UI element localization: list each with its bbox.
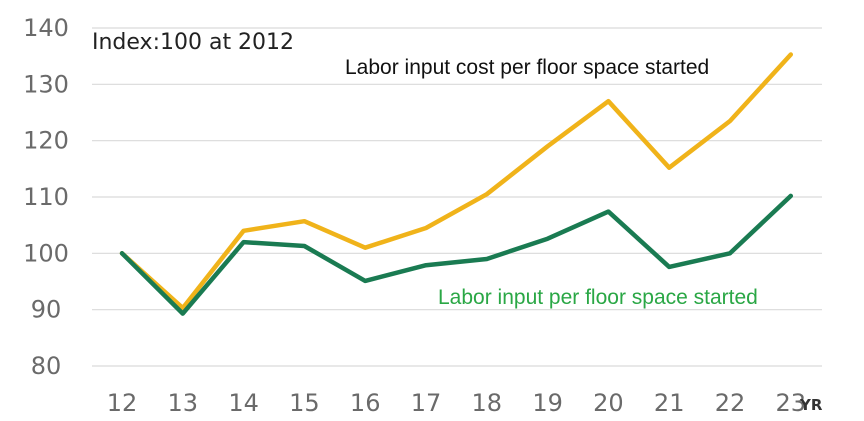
x-tick-label-23: 23 <box>776 389 807 417</box>
series-label-labor-input-cost: Labor input cost per floor space started <box>345 56 709 79</box>
series-label-labor-input: Labor input per floor space started <box>438 286 758 309</box>
x-tick-label-14: 14 <box>228 389 259 417</box>
x-tick-label-17: 17 <box>411 389 442 417</box>
x-tick-label-20: 20 <box>593 389 624 417</box>
x-axis-unit: YR <box>799 396 823 414</box>
x-axis-ticks: 12 13 14 15 16 17 18 19 20 21 22 23 <box>107 389 806 417</box>
series-line-0 <box>119 52 794 311</box>
y-tick-label-80: 80 <box>31 352 62 380</box>
y-tick-label-130: 130 <box>23 70 69 98</box>
x-tick-label-22: 22 <box>715 389 746 417</box>
y-tick-label-140: 140 <box>23 14 69 42</box>
y-axis-ticks: 140 130 120 110 100 90 80 <box>23 14 69 380</box>
x-tick-label-16: 16 <box>350 389 381 417</box>
y-tick-label-110: 110 <box>23 183 69 211</box>
series-line-1 <box>119 193 794 316</box>
x-tick-label-21: 21 <box>654 389 685 417</box>
series-lines <box>119 52 794 316</box>
x-tick-label-12: 12 <box>107 389 138 417</box>
y-tick-label-90: 90 <box>31 296 62 324</box>
x-tick-label-18: 18 <box>472 389 503 417</box>
annotations: Index:100 at 2012 YR Labor input cost pe… <box>92 30 823 414</box>
x-tick-label-15: 15 <box>289 389 320 417</box>
x-tick-label-13: 13 <box>168 389 199 417</box>
index-note: Index:100 at 2012 <box>92 30 294 55</box>
y-tick-label-120: 120 <box>23 127 69 155</box>
gridlines <box>92 27 822 367</box>
y-tick-label-100: 100 <box>23 239 69 267</box>
x-tick-label-19: 19 <box>532 389 563 417</box>
